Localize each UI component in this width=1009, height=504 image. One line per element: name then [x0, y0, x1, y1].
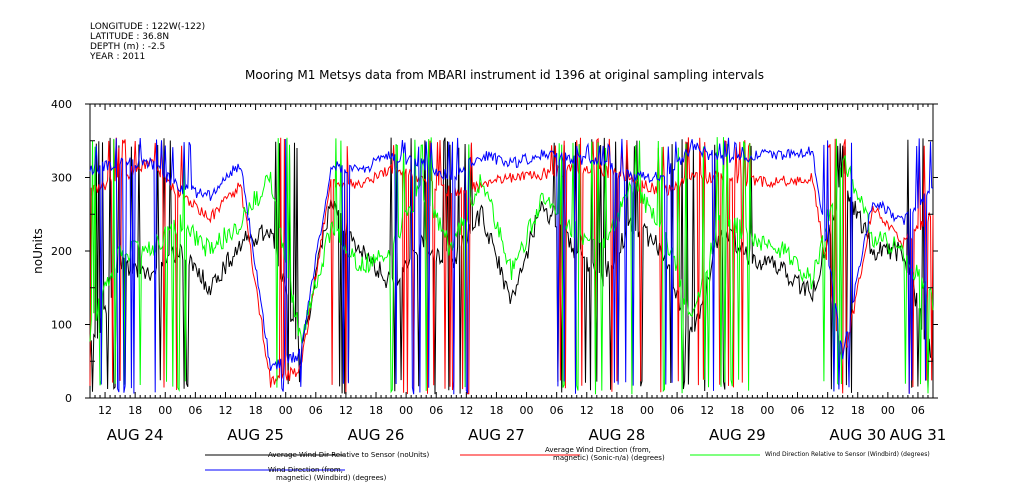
x-hour-label: 00 — [640, 404, 654, 417]
legend-label-1: Average Wind Dir Relative to Sensor (noU… — [268, 451, 429, 459]
series-line-1 — [89, 137, 934, 395]
x-hour-label: 12 — [98, 404, 112, 417]
y-tick-label: 0 — [65, 392, 72, 405]
x-hour-label: 06 — [791, 404, 805, 417]
y-tick-label: 200 — [51, 245, 72, 258]
series-line-4 — [89, 137, 934, 395]
latitude-text: LATITUDE : 36.8N — [90, 32, 170, 42]
x-hour-label: 00 — [399, 404, 413, 417]
x-hour-label: 06 — [911, 404, 925, 417]
x-hour-label: 18 — [489, 404, 503, 417]
x-hour-label: 06 — [550, 404, 564, 417]
axes-layer: 0 100 200 300 400 noUnits 12 18 00 06 12 18 00 06 12 18… — [31, 98, 946, 444]
x-hour-label: 00 — [881, 404, 895, 417]
metadata-block: LONGITUDE : 122W(-122) LATITUDE : 36.8N … — [90, 22, 205, 62]
y-tick-label: 400 — [51, 98, 72, 111]
longitude-text: LONGITUDE : 122W(-122) — [90, 22, 206, 32]
legend: Average Wind Dir Relative to Sensor (noU… — [205, 446, 930, 482]
x-day-label: AUG 27 — [468, 426, 525, 444]
x-day-label: AUG 30 — [829, 426, 886, 444]
x-hour-label: 06 — [670, 404, 684, 417]
plot-frame — [89, 103, 934, 399]
chart-title: Mooring M1 Metsys data from MBARI instru… — [245, 68, 764, 82]
series-line-3 — [89, 137, 934, 395]
y-tick-label: 100 — [51, 319, 72, 332]
x-hour-label: 12 — [700, 404, 714, 417]
x-day-label: AUG 28 — [589, 426, 646, 444]
legend-label-4: Wind Direction (from, magnetic) (Windbird… — [268, 466, 387, 482]
x-day-label: AUG 29 — [709, 426, 766, 444]
x-day-label: AUG 24 — [107, 426, 164, 444]
x-hour-label: 06 — [188, 404, 202, 417]
x-hour-label: 12 — [459, 404, 473, 417]
x-hour-label: 00 — [279, 404, 293, 417]
x-hour-label: 18 — [128, 404, 142, 417]
x-day-label: AUG 26 — [348, 426, 405, 444]
x-hour-label: 12 — [339, 404, 353, 417]
x-hour-label: 18 — [610, 404, 624, 417]
x-hour-label: 06 — [309, 404, 323, 417]
y-tick-label: 300 — [51, 172, 72, 185]
x-hour-label: 12 — [218, 404, 232, 417]
x-day-label: AUG 25 — [227, 426, 284, 444]
x-hour-label: 12 — [821, 404, 835, 417]
depth-text: DEPTH (m) : -2.5 — [90, 42, 166, 52]
x-hour-label: 18 — [730, 404, 744, 417]
x-hour-label: 00 — [760, 404, 774, 417]
x-hour-label: 00 — [520, 404, 534, 417]
y-axis-label: noUnits — [31, 228, 45, 274]
x-hour-label: 00 — [158, 404, 172, 417]
x-hour-label: 18 — [249, 404, 263, 417]
year-text: YEAR : 2011 — [90, 52, 146, 62]
legend-label-2: Average Wind Direction (from, magnetic) (… — [545, 446, 665, 462]
series-layer — [89, 137, 934, 395]
x-hour-label: 12 — [580, 404, 594, 417]
x-day-label: AUG 31 — [890, 426, 947, 444]
x-hour-label: 06 — [429, 404, 443, 417]
x-hour-label: 18 — [369, 404, 383, 417]
series-line-2 — [89, 137, 934, 395]
x-hour-label: 18 — [851, 404, 865, 417]
plot-border — [89, 103, 934, 399]
legend-label-3: Wind Direction Relative to Sensor (Windb… — [765, 451, 930, 458]
